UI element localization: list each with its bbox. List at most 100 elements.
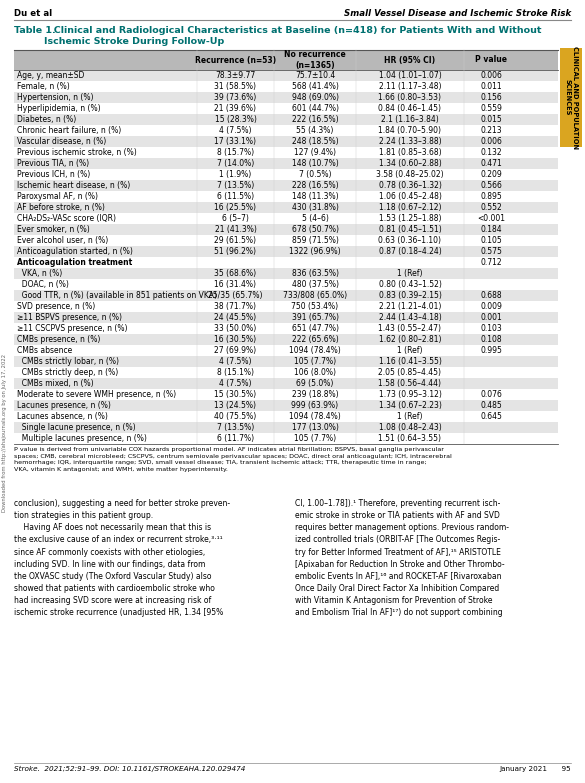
Text: 0.001: 0.001 <box>480 313 502 322</box>
Bar <box>14 246 558 257</box>
Text: 678 (50.7%): 678 (50.7%) <box>291 225 339 234</box>
Text: 78.3±9.77: 78.3±9.77 <box>215 71 256 80</box>
Text: 16 (30.5%): 16 (30.5%) <box>215 335 257 344</box>
Text: 0.015: 0.015 <box>480 115 502 124</box>
Text: 430 (31.8%): 430 (31.8%) <box>291 203 339 212</box>
Text: 1.62 (0.80–2.81): 1.62 (0.80–2.81) <box>378 335 441 344</box>
Text: 0.995: 0.995 <box>480 346 502 355</box>
Text: 0.80 (0.43–1.52): 0.80 (0.43–1.52) <box>378 280 442 289</box>
Bar <box>14 213 558 224</box>
Text: 1.58 (0.56–4.44): 1.58 (0.56–4.44) <box>378 379 442 388</box>
Text: Lacunes presence, n (%): Lacunes presence, n (%) <box>17 401 111 410</box>
Text: 6 (11.5%): 6 (11.5%) <box>217 192 254 201</box>
Text: 177 (13.0%): 177 (13.0%) <box>291 423 339 432</box>
Text: 222 (16.5%): 222 (16.5%) <box>292 115 338 124</box>
Text: 859 (71.5%): 859 (71.5%) <box>291 236 339 245</box>
Text: 4 (7.5%): 4 (7.5%) <box>219 357 252 366</box>
Text: 0.712: 0.712 <box>480 258 502 267</box>
Text: 1.43 (0.55–2.47): 1.43 (0.55–2.47) <box>378 324 442 333</box>
Bar <box>14 70 558 81</box>
Text: 2.11 (1.17–3.48): 2.11 (1.17–3.48) <box>378 82 441 91</box>
Bar <box>14 257 558 268</box>
Text: Ischemic heart disease, n (%): Ischemic heart disease, n (%) <box>17 181 130 190</box>
Text: Lacunes absence, n (%): Lacunes absence, n (%) <box>17 412 108 421</box>
Bar <box>14 268 558 279</box>
Text: 4 (7.5%): 4 (7.5%) <box>219 379 252 388</box>
Text: 1094 (78.4%): 1094 (78.4%) <box>289 412 341 421</box>
Text: Multiple lacunes presence, n (%): Multiple lacunes presence, n (%) <box>17 434 147 443</box>
Text: 69 (5.0%): 69 (5.0%) <box>297 379 333 388</box>
Bar <box>14 389 558 400</box>
Text: Du et al: Du et al <box>14 9 52 18</box>
Text: Recurrence (n=53): Recurrence (n=53) <box>195 56 276 64</box>
Text: 0.559: 0.559 <box>480 104 502 113</box>
Bar <box>14 191 558 202</box>
Text: 17 (33.1%): 17 (33.1%) <box>215 137 256 146</box>
Text: 391 (65.7%): 391 (65.7%) <box>291 313 339 322</box>
Text: HR (95% CI): HR (95% CI) <box>384 56 436 64</box>
Text: 3.58 (0.48–25.02): 3.58 (0.48–25.02) <box>376 170 444 179</box>
Text: 35 (68.6%): 35 (68.6%) <box>215 269 257 278</box>
Text: Female, n (%): Female, n (%) <box>17 82 70 91</box>
Text: Diabetes, n (%): Diabetes, n (%) <box>17 115 76 124</box>
Text: 836 (63.5%): 836 (63.5%) <box>291 269 339 278</box>
Text: ≥11 CSCPVS presence, n (%): ≥11 CSCPVS presence, n (%) <box>17 324 128 333</box>
Text: 31 (58.5%): 31 (58.5%) <box>215 82 256 91</box>
Text: AF before stroke, n (%): AF before stroke, n (%) <box>17 203 105 212</box>
Text: 1322 (96.9%): 1322 (96.9%) <box>289 247 341 256</box>
Text: 8 (15.1%): 8 (15.1%) <box>217 368 254 377</box>
Bar <box>560 48 582 147</box>
Text: 148 (10.7%): 148 (10.7%) <box>292 159 338 168</box>
Bar <box>14 50 558 70</box>
Text: 5 (4–6): 5 (4–6) <box>301 214 328 223</box>
Text: <0.001: <0.001 <box>477 214 505 223</box>
Text: 1 (Ref): 1 (Ref) <box>397 269 423 278</box>
Bar <box>14 224 558 235</box>
Text: 0.485: 0.485 <box>480 401 502 410</box>
Text: 0.184: 0.184 <box>480 225 502 234</box>
Bar <box>14 411 558 422</box>
Text: Table 1.: Table 1. <box>14 26 56 35</box>
Text: 24 (45.5%): 24 (45.5%) <box>215 313 257 322</box>
Text: 222 (65.6%): 222 (65.6%) <box>292 335 338 344</box>
Text: 0.209: 0.209 <box>480 170 502 179</box>
Text: 55 (4.3%): 55 (4.3%) <box>297 126 333 135</box>
Text: 40 (75.5%): 40 (75.5%) <box>214 412 257 421</box>
Text: Hypertension, n (%): Hypertension, n (%) <box>17 93 94 102</box>
Text: 106 (8.0%): 106 (8.0%) <box>294 368 336 377</box>
Text: 0.108: 0.108 <box>480 335 502 344</box>
Text: 0.575: 0.575 <box>480 247 502 256</box>
Text: 6 (11.7%): 6 (11.7%) <box>217 434 254 443</box>
Bar <box>14 158 558 169</box>
Text: 0.006: 0.006 <box>480 71 502 80</box>
Text: Previous TIA, n (%): Previous TIA, n (%) <box>17 159 89 168</box>
Text: CLINICAL AND POPULATION
SCIENCES: CLINICAL AND POPULATION SCIENCES <box>564 46 578 149</box>
Text: 1.73 (0.95–3.12): 1.73 (0.95–3.12) <box>378 390 442 399</box>
Bar <box>14 125 558 136</box>
Text: 0.81 (0.45–1.51): 0.81 (0.45–1.51) <box>378 225 441 234</box>
Text: 15 (30.5%): 15 (30.5%) <box>215 390 257 399</box>
Text: 1.53 (1.25–1.88): 1.53 (1.25–1.88) <box>378 214 441 223</box>
Text: 7 (0.5%): 7 (0.5%) <box>299 170 331 179</box>
Text: CMBs absence: CMBs absence <box>17 346 73 355</box>
Text: Previous ischemic stroke, n (%): Previous ischemic stroke, n (%) <box>17 148 137 157</box>
Text: 601 (44.7%): 601 (44.7%) <box>291 104 339 113</box>
Text: 7 (13.5%): 7 (13.5%) <box>217 423 254 432</box>
Text: 480 (37.5%): 480 (37.5%) <box>291 280 339 289</box>
Bar <box>14 400 558 411</box>
Text: 33 (50.0%): 33 (50.0%) <box>214 324 257 333</box>
Bar <box>14 323 558 334</box>
Bar <box>14 290 558 301</box>
Text: 0.895: 0.895 <box>480 192 502 201</box>
Text: 105 (7.7%): 105 (7.7%) <box>294 434 336 443</box>
Text: January 2021  95: January 2021 95 <box>499 766 571 772</box>
Text: Anticoagulation started, n (%): Anticoagulation started, n (%) <box>17 247 133 256</box>
Text: CMBs mixed, n (%): CMBs mixed, n (%) <box>17 379 94 388</box>
Bar <box>14 180 558 191</box>
Text: 1094 (78.4%): 1094 (78.4%) <box>289 346 341 355</box>
Text: 0.688: 0.688 <box>480 291 502 300</box>
Bar <box>14 345 558 356</box>
Text: 2.24 (1.33–3.88): 2.24 (1.33–3.88) <box>378 137 441 146</box>
Text: DOAC, n (%): DOAC, n (%) <box>17 280 69 289</box>
Bar <box>14 103 558 114</box>
